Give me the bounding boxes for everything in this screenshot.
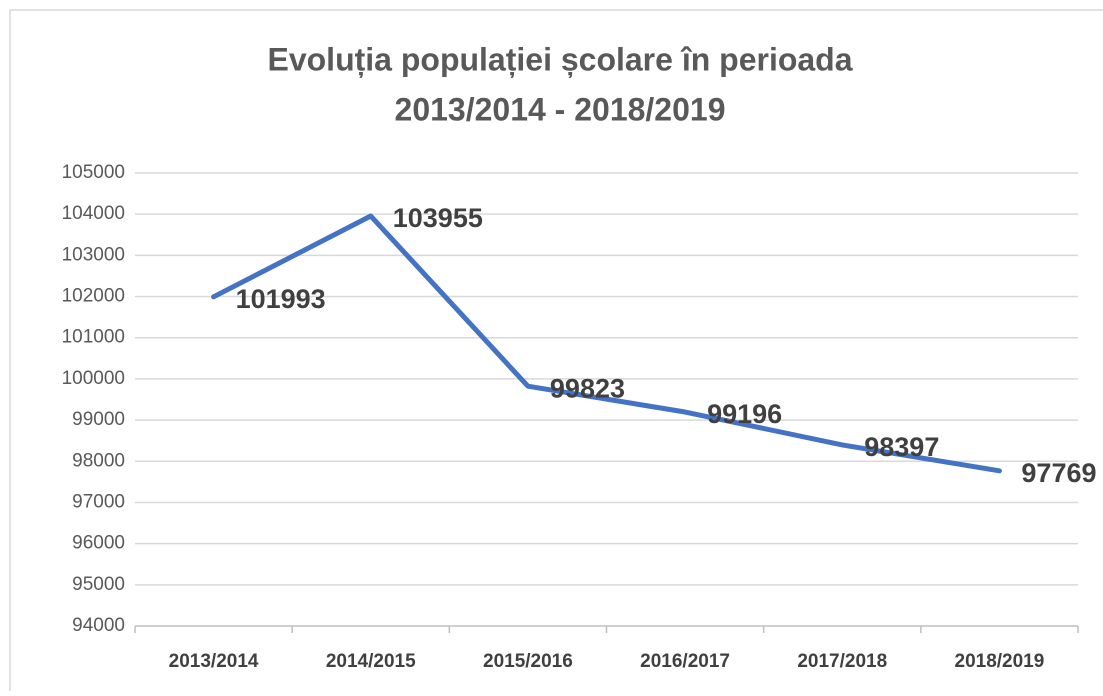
y-tick-label: 102000 bbox=[62, 286, 125, 307]
y-tick-label: 96000 bbox=[72, 533, 125, 554]
y-tick-label: 95000 bbox=[72, 574, 125, 595]
y-tick-label: 99000 bbox=[72, 409, 125, 430]
y-tick-label: 105000 bbox=[62, 162, 125, 183]
chart-title: 2013/2014 - 2018/2019 bbox=[395, 91, 726, 127]
data-label: 101993 bbox=[236, 284, 326, 314]
data-label: 103955 bbox=[393, 203, 483, 233]
y-tick-label: 100000 bbox=[62, 368, 125, 389]
y-tick-label: 104000 bbox=[62, 203, 125, 224]
chart-title: Evoluția populației școlare în perioada bbox=[267, 41, 852, 77]
data-label: 99823 bbox=[550, 373, 625, 403]
x-tick-label: 2014/2015 bbox=[326, 651, 416, 672]
x-tick-label: 2017/2018 bbox=[797, 651, 887, 672]
data-label: 97769 bbox=[1021, 458, 1096, 488]
data-label: 98397 bbox=[864, 432, 939, 462]
y-tick-label: 98000 bbox=[72, 450, 125, 471]
y-tick-label: 101000 bbox=[62, 327, 125, 348]
data-label: 99196 bbox=[707, 399, 782, 429]
chart-border bbox=[9, 9, 1103, 696]
line-series bbox=[211, 213, 1002, 474]
x-tick-label: 2013/2014 bbox=[169, 651, 259, 672]
x-tick-label: 2018/2019 bbox=[955, 651, 1045, 672]
x-tick-label: 2015/2016 bbox=[483, 651, 573, 672]
x-tick-label: 2016/2017 bbox=[640, 651, 730, 672]
y-tick-label: 97000 bbox=[72, 491, 125, 512]
y-tick-label: 94000 bbox=[72, 615, 125, 636]
y-tick-label: 103000 bbox=[62, 244, 125, 265]
